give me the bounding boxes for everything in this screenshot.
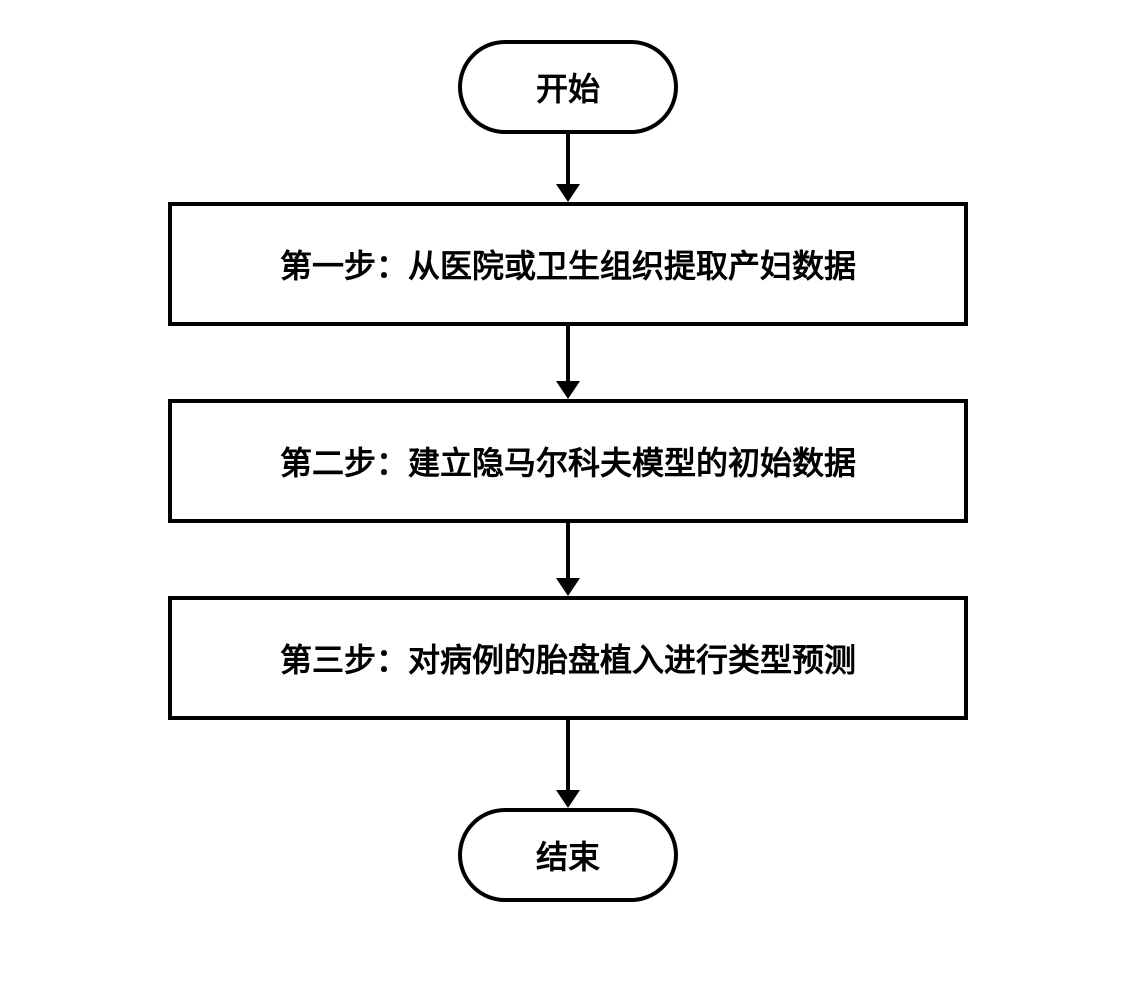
step3-node: 第三步：对病例的胎盘植入进行类型预测 [168, 596, 968, 720]
arrow-head-4 [556, 790, 580, 808]
start-label: 开始 [536, 64, 600, 110]
arrow-3 [556, 523, 580, 596]
arrow-line-4 [566, 720, 570, 790]
arrow-4 [556, 720, 580, 808]
step2-node: 第二步：建立隐马尔科夫模型的初始数据 [168, 399, 968, 523]
step3-label: 第三步：对病例的胎盘植入进行类型预测 [280, 635, 856, 681]
flowchart-container: 开始 第一步：从医院或卫生组织提取产妇数据 第二步：建立隐马尔科夫模型的初始数据… [0, 40, 1136, 902]
arrow-2 [556, 326, 580, 399]
end-label: 结束 [536, 832, 600, 878]
arrow-head-3 [556, 578, 580, 596]
arrow-head-2 [556, 381, 580, 399]
arrow-1 [556, 134, 580, 202]
start-node: 开始 [458, 40, 678, 134]
step1-label: 第一步：从医院或卫生组织提取产妇数据 [280, 241, 856, 287]
step1-node: 第一步：从医院或卫生组织提取产妇数据 [168, 202, 968, 326]
arrow-head-1 [556, 184, 580, 202]
step2-label: 第二步：建立隐马尔科夫模型的初始数据 [280, 438, 856, 484]
end-node: 结束 [458, 808, 678, 902]
arrow-line-1 [566, 134, 570, 184]
arrow-line-2 [566, 326, 570, 381]
arrow-line-3 [566, 523, 570, 578]
